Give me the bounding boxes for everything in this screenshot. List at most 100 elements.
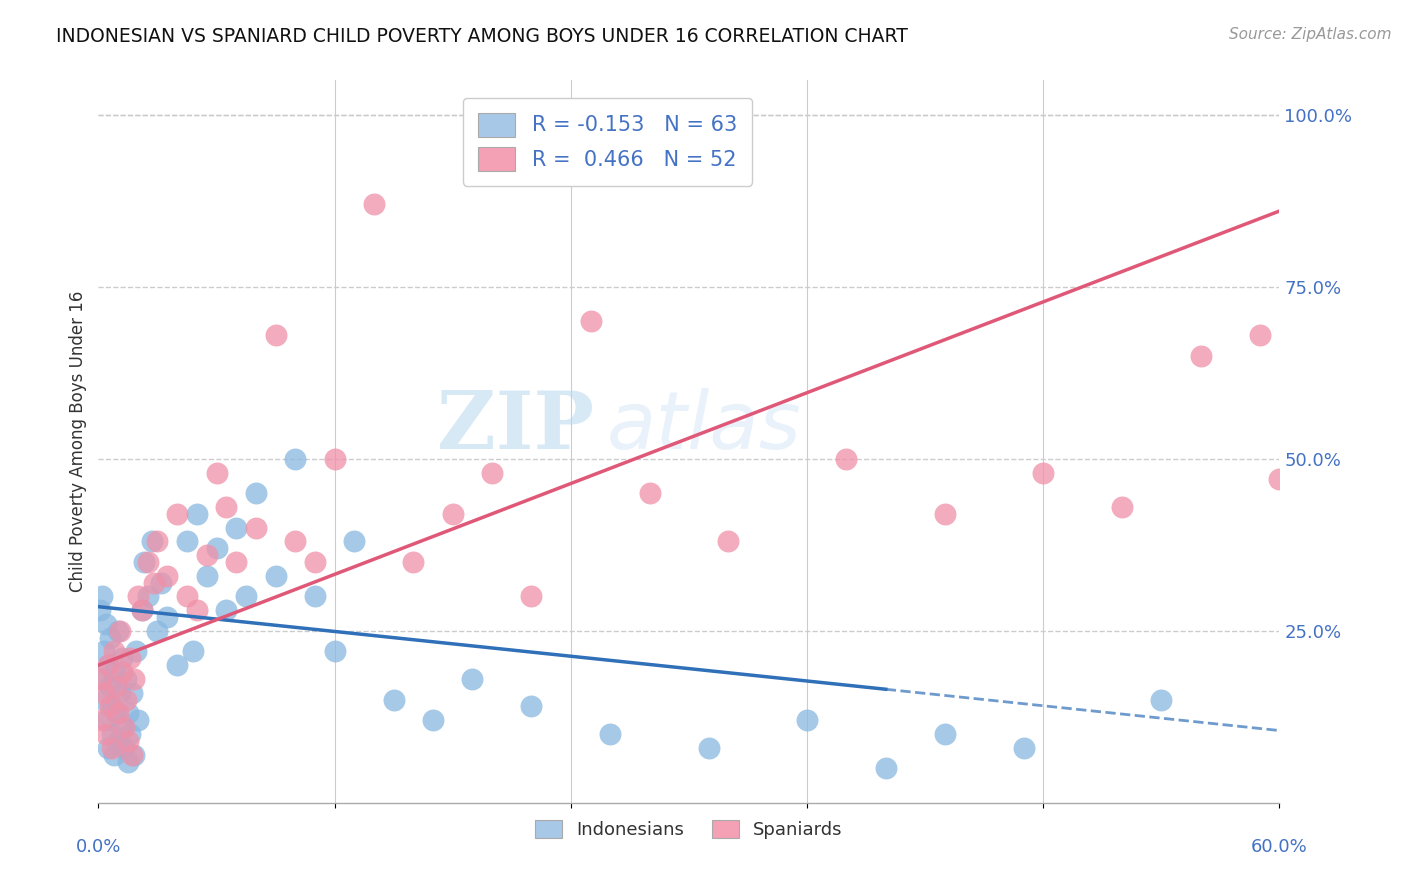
Point bbox=[1268, 472, 1291, 486]
Point bbox=[108, 624, 131, 638]
Point bbox=[121, 686, 143, 700]
Point bbox=[195, 568, 218, 582]
Point bbox=[1189, 349, 1212, 363]
Point bbox=[363, 197, 385, 211]
Point bbox=[1150, 692, 1173, 706]
Point bbox=[402, 555, 425, 569]
Point bbox=[934, 507, 956, 521]
Point bbox=[142, 575, 165, 590]
Point bbox=[97, 740, 120, 755]
Point bbox=[284, 451, 307, 466]
Point bbox=[112, 740, 135, 755]
Point bbox=[93, 692, 115, 706]
Point bbox=[245, 520, 267, 534]
Point bbox=[176, 534, 198, 549]
Point bbox=[186, 507, 208, 521]
Point bbox=[579, 314, 602, 328]
Point bbox=[205, 541, 228, 556]
Point bbox=[156, 568, 179, 582]
Point bbox=[323, 451, 346, 466]
Point bbox=[264, 327, 287, 342]
Point bbox=[122, 672, 145, 686]
Point bbox=[91, 672, 114, 686]
Point bbox=[225, 520, 247, 534]
Point bbox=[225, 555, 247, 569]
Point bbox=[98, 699, 121, 714]
Point bbox=[235, 590, 257, 604]
Point bbox=[118, 651, 141, 665]
Text: atlas: atlas bbox=[606, 388, 801, 467]
Point bbox=[796, 713, 818, 727]
Point bbox=[284, 534, 307, 549]
Point bbox=[97, 658, 120, 673]
Point bbox=[117, 734, 139, 748]
Point bbox=[1249, 327, 1271, 342]
Point bbox=[122, 747, 145, 762]
Point bbox=[96, 616, 118, 631]
Point bbox=[112, 720, 135, 734]
Text: ZIP: ZIP bbox=[437, 388, 595, 467]
Point bbox=[107, 706, 129, 721]
Text: 60.0%: 60.0% bbox=[1251, 838, 1308, 855]
Point bbox=[96, 713, 118, 727]
Point bbox=[146, 624, 169, 638]
Point bbox=[697, 740, 720, 755]
Point bbox=[115, 692, 138, 706]
Point bbox=[127, 713, 149, 727]
Point bbox=[875, 761, 897, 775]
Point bbox=[934, 727, 956, 741]
Point bbox=[97, 658, 120, 673]
Point bbox=[89, 672, 111, 686]
Point bbox=[186, 603, 208, 617]
Point bbox=[245, 486, 267, 500]
Point bbox=[441, 507, 464, 521]
Point bbox=[131, 603, 153, 617]
Point bbox=[1012, 740, 1035, 755]
Point bbox=[461, 672, 484, 686]
Point bbox=[304, 590, 326, 604]
Point bbox=[136, 555, 159, 569]
Point bbox=[96, 727, 118, 741]
Point bbox=[1032, 466, 1054, 480]
Text: INDONESIAN VS SPANIARD CHILD POVERTY AMONG BOYS UNDER 16 CORRELATION CHART: INDONESIAN VS SPANIARD CHILD POVERTY AMO… bbox=[56, 27, 908, 45]
Point bbox=[176, 590, 198, 604]
Point bbox=[127, 590, 149, 604]
Point bbox=[156, 610, 179, 624]
Point bbox=[481, 466, 503, 480]
Point bbox=[93, 686, 115, 700]
Point bbox=[181, 644, 204, 658]
Point bbox=[146, 534, 169, 549]
Point bbox=[717, 534, 740, 549]
Point bbox=[111, 665, 134, 679]
Point bbox=[108, 686, 131, 700]
Point bbox=[422, 713, 444, 727]
Point bbox=[166, 658, 188, 673]
Point bbox=[103, 665, 125, 679]
Legend: Indonesians, Spaniards: Indonesians, Spaniards bbox=[526, 811, 852, 848]
Text: 0.0%: 0.0% bbox=[76, 838, 121, 855]
Point bbox=[343, 534, 366, 549]
Point bbox=[141, 534, 163, 549]
Point bbox=[264, 568, 287, 582]
Point bbox=[117, 755, 139, 769]
Point bbox=[520, 590, 543, 604]
Point bbox=[118, 727, 141, 741]
Point bbox=[107, 734, 129, 748]
Point bbox=[132, 555, 155, 569]
Point bbox=[166, 507, 188, 521]
Point bbox=[205, 466, 228, 480]
Point bbox=[107, 624, 129, 638]
Point bbox=[638, 486, 661, 500]
Point bbox=[215, 603, 238, 617]
Point bbox=[103, 644, 125, 658]
Point bbox=[835, 451, 858, 466]
Point bbox=[101, 740, 124, 755]
Point bbox=[111, 651, 134, 665]
Point bbox=[195, 548, 218, 562]
Point bbox=[111, 720, 134, 734]
Point bbox=[520, 699, 543, 714]
Point bbox=[98, 679, 121, 693]
Point bbox=[115, 672, 138, 686]
Point bbox=[131, 603, 153, 617]
Point bbox=[599, 727, 621, 741]
